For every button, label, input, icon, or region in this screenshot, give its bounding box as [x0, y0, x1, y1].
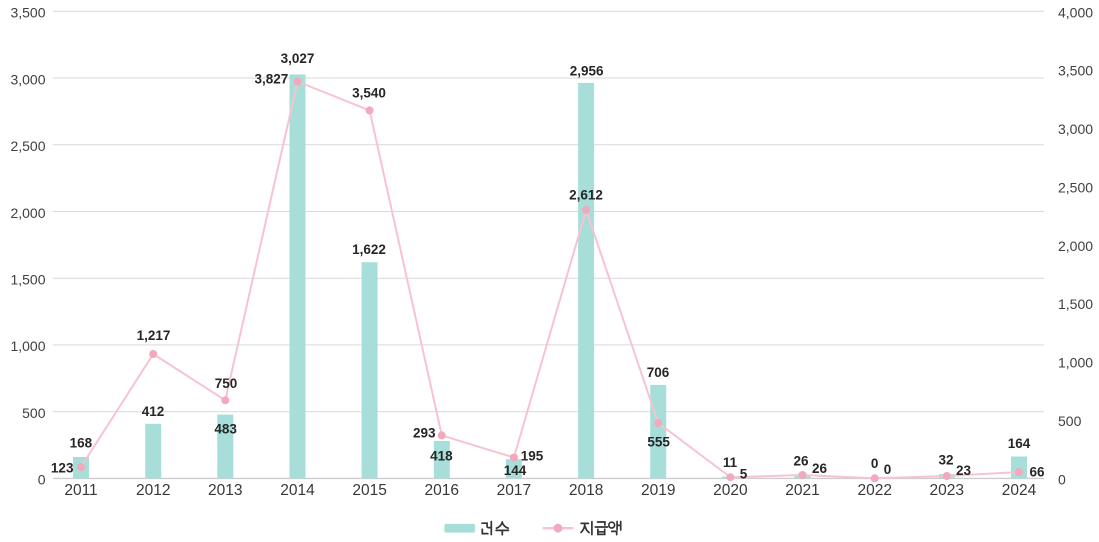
svg-text:2011: 2011: [64, 482, 97, 499]
svg-text:23: 23: [956, 463, 972, 478]
svg-text:3,000: 3,000: [1058, 121, 1093, 137]
svg-text:2017: 2017: [497, 482, 531, 499]
svg-text:500: 500: [22, 405, 46, 421]
svg-text:483: 483: [214, 422, 237, 437]
svg-text:0: 0: [38, 472, 46, 488]
svg-text:1,500: 1,500: [1058, 296, 1093, 312]
svg-text:2,612: 2,612: [569, 188, 603, 203]
svg-text:66: 66: [1029, 465, 1045, 480]
svg-text:3,500: 3,500: [10, 5, 45, 21]
svg-text:0: 0: [871, 456, 879, 471]
svg-text:0: 0: [1058, 471, 1066, 487]
svg-text:1,000: 1,000: [10, 338, 45, 354]
svg-text:11: 11: [723, 455, 738, 470]
svg-text:1,217: 1,217: [137, 328, 171, 343]
svg-text:412: 412: [142, 404, 165, 419]
svg-text:555: 555: [647, 435, 670, 450]
svg-text:3,027: 3,027: [281, 51, 315, 66]
svg-text:2,000: 2,000: [1058, 238, 1093, 254]
svg-text:26: 26: [812, 461, 828, 476]
svg-text:144: 144: [504, 463, 527, 478]
svg-text:2,500: 2,500: [10, 138, 45, 154]
svg-text:2014: 2014: [280, 482, 315, 499]
svg-text:1,622: 1,622: [352, 242, 386, 257]
svg-text:418: 418: [430, 449, 453, 464]
svg-text:706: 706: [647, 365, 670, 380]
svg-text:3,540: 3,540: [352, 86, 386, 101]
svg-text:1,000: 1,000: [1058, 355, 1093, 371]
svg-text:2018: 2018: [569, 482, 603, 499]
svg-text:3,000: 3,000: [10, 71, 45, 87]
svg-text:293: 293: [413, 426, 436, 441]
svg-text:26: 26: [793, 454, 809, 469]
svg-text:4,000: 4,000: [1058, 4, 1093, 20]
svg-text:123: 123: [51, 461, 74, 476]
svg-text:2022: 2022: [857, 482, 891, 499]
svg-text:2,956: 2,956: [570, 63, 604, 78]
svg-text:0: 0: [884, 462, 892, 477]
svg-text:2024: 2024: [1002, 482, 1037, 499]
svg-text:164: 164: [1008, 436, 1031, 451]
svg-text:2,500: 2,500: [1058, 180, 1093, 196]
svg-text:2021: 2021: [785, 482, 819, 499]
svg-text:2013: 2013: [208, 482, 242, 499]
svg-text:2,000: 2,000: [10, 205, 45, 221]
svg-text:5: 5: [740, 466, 748, 481]
svg-text:32: 32: [938, 453, 953, 468]
svg-text:500: 500: [1058, 413, 1082, 429]
svg-text:195: 195: [521, 449, 544, 464]
svg-text:2023: 2023: [930, 482, 964, 499]
svg-text:750: 750: [215, 376, 238, 391]
svg-text:2019: 2019: [641, 482, 675, 499]
svg-text:2016: 2016: [425, 482, 459, 499]
svg-text:168: 168: [70, 436, 93, 451]
svg-text:2015: 2015: [352, 482, 386, 499]
svg-text:3,500: 3,500: [1058, 63, 1093, 79]
svg-text:1,500: 1,500: [10, 272, 45, 288]
svg-text:2020: 2020: [713, 482, 748, 499]
svg-text:3,827: 3,827: [255, 72, 289, 87]
svg-text:2012: 2012: [136, 482, 170, 499]
